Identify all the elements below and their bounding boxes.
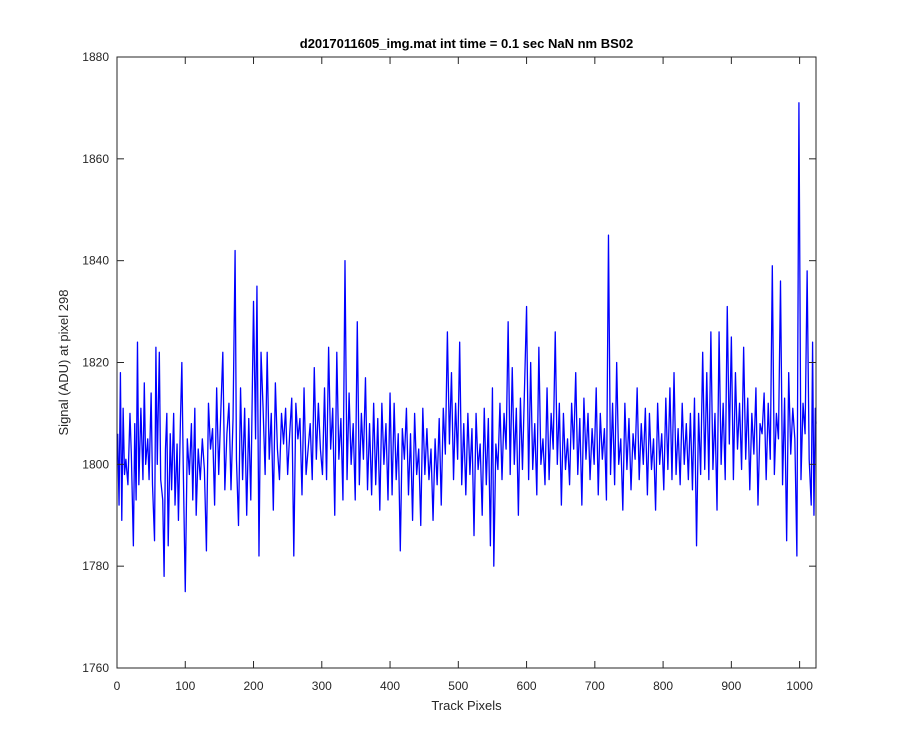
x-tick-label: 800 [653,679,673,693]
y-tick-label: 1780 [82,559,109,573]
y-tick-label: 1860 [82,152,109,166]
series-layer [117,102,817,593]
x-tick-label: 400 [380,679,400,693]
x-tick-label: 700 [585,679,605,693]
y-axis-ticks: 1760 1780 1800 1820 1840 1860 1880 [82,50,816,675]
y-tick-label: 1800 [82,457,109,471]
x-axis-ticks: 0 100 200 300 400 500 600 700 800 900 1000 [114,57,813,693]
x-tick-label: 100 [175,679,195,693]
x-tick-label: 200 [244,679,264,693]
y-tick-label: 1760 [82,661,109,675]
y-tick-label: 1820 [82,356,109,370]
chart-title: d2017011605_img.mat int time = 0.1 sec N… [300,36,633,51]
x-tick-label: 600 [517,679,537,693]
x-tick-label: 0 [114,679,121,693]
y-axis-label: Signal (ADU) at pixel 298 [56,290,71,436]
x-tick-label: 1000 [786,679,813,693]
x-tick-label: 300 [312,679,332,693]
series-line-0 [117,102,817,593]
y-tick-label: 1880 [82,50,109,64]
y-tick-label: 1840 [82,254,109,268]
x-tick-label: 500 [448,679,468,693]
x-tick-label: 900 [721,679,741,693]
x-axis-label: Track Pixels [431,698,502,713]
